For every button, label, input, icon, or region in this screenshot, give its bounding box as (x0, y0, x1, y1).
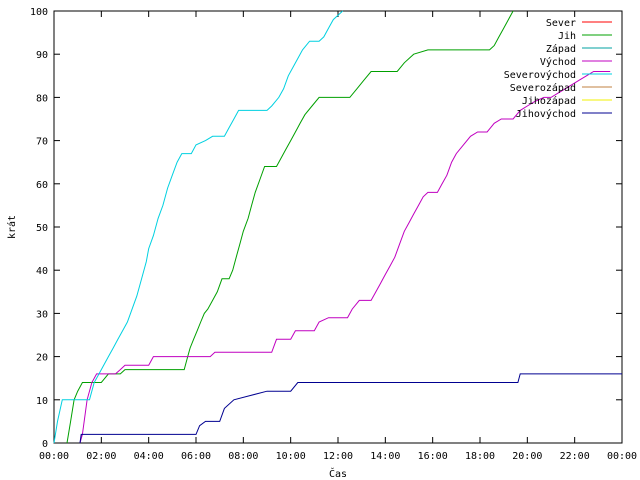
axis-ticks: 0 10 20 30 40 50 60 70 80 90 100 00:00 02:00 04:00 06:… (30, 7, 637, 462)
series-layer (53, 10, 622, 444)
x-tick-label: 16:00 (418, 451, 448, 462)
y-tick-label: 50 (36, 223, 48, 234)
legend-label: Severozápad (510, 82, 576, 94)
y-axis-label: krát (6, 215, 18, 239)
legend-label: Západ (546, 43, 576, 55)
x-tick-label: 00:00 (39, 451, 69, 462)
legend: Sever JihZápadVýchodSeverovýchodSeverozáp… (504, 18, 612, 120)
legend-label: Sever (546, 18, 576, 29)
x-tick-label: 20:00 (512, 451, 542, 462)
series-line-jihovýchod (79, 373, 622, 444)
y-tick-label: 30 (36, 309, 48, 320)
y-tick-label: 100 (30, 7, 48, 18)
x-tick-label: 08:00 (228, 451, 258, 462)
x-tick-label: 02:00 (86, 451, 116, 462)
legend-label: Severovýchod (504, 69, 576, 81)
x-tick-label: 18:00 (465, 451, 495, 462)
legend-label: Jihozápad (522, 95, 576, 107)
x-tick-label: 00:00 (607, 451, 637, 462)
series-line-jih (66, 10, 514, 444)
x-tick-label: 14:00 (370, 451, 400, 462)
x-tick-label: 10:00 (276, 451, 306, 462)
series-line-severovýchod (53, 10, 344, 444)
x-tick-label: 22:00 (560, 451, 590, 462)
legend-label: Jihovýchod (516, 108, 576, 120)
y-tick-label: 90 (36, 50, 48, 61)
y-tick-label: 60 (36, 180, 48, 191)
series-line-východ (79, 71, 611, 444)
y-tick-label: 10 (36, 396, 48, 407)
y-tick-label: 20 (36, 353, 48, 364)
x-tick-label: 06:00 (181, 451, 211, 462)
legend-label: Jih (558, 31, 576, 42)
y-tick-label: 70 (36, 137, 48, 148)
x-axis-label: Čas (329, 467, 347, 480)
y-tick-label: 40 (36, 266, 48, 277)
x-tick-label: 12:00 (323, 451, 353, 462)
y-tick-label: 0 (42, 439, 48, 450)
x-tick-label: 04:00 (134, 451, 164, 462)
y-tick-label: 80 (36, 93, 48, 104)
legend-label: Východ (540, 56, 576, 68)
